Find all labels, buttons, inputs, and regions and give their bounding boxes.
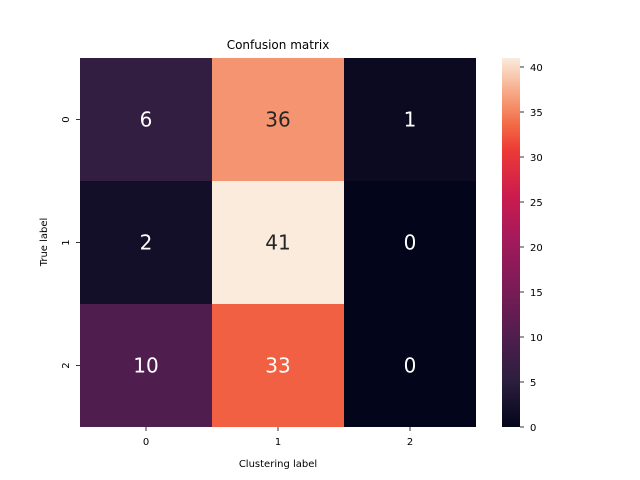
heatmap-cell — [344, 304, 476, 427]
colorbar-tick-label: 20 — [530, 243, 543, 254]
colorbar-tick-label: 15 — [530, 288, 543, 299]
heatmap-cell — [80, 181, 212, 304]
y-axis-ticks: 0 1 2 — [61, 116, 80, 369]
x-tick-label: 2 — [407, 437, 413, 448]
heatmap-cell — [212, 181, 344, 304]
heatmap-cells — [80, 58, 476, 427]
heatmap-cell — [80, 304, 212, 427]
x-tick-label: 0 — [143, 437, 149, 448]
colorbar-tick-label: 30 — [530, 153, 543, 164]
cell-value-label: 10 — [133, 354, 158, 378]
cell-value-label: 1 — [404, 108, 417, 132]
cell-value-label: 36 — [265, 108, 290, 132]
cell-value-label: 41 — [265, 231, 290, 255]
heatmap-cell — [344, 58, 476, 181]
y-tick-label: 1 — [61, 239, 72, 245]
colorbar-tick-label: 0 — [530, 423, 536, 434]
cell-value-label: 2 — [140, 231, 153, 255]
heatmap-cell — [212, 58, 344, 181]
colorbar-ticks: 0 5 10 15 20 25 30 35 40 — [520, 63, 543, 434]
cell-value-label: 0 — [404, 231, 417, 255]
heatmap-cell — [80, 58, 212, 181]
y-axis-label: True label — [39, 218, 50, 268]
x-axis-ticks: 0 1 2 — [143, 427, 413, 448]
colorbar-tick-label: 25 — [530, 198, 543, 209]
cell-value-label: 6 — [140, 108, 153, 132]
heatmap-cell — [212, 304, 344, 427]
colorbar-tick-label: 5 — [530, 378, 536, 389]
cell-value-label: 33 — [265, 354, 290, 378]
cell-value-label: 0 — [404, 354, 417, 378]
chart-title: Confusion matrix — [227, 38, 330, 52]
y-tick-label: 2 — [61, 362, 72, 368]
colorbar-tick-label: 40 — [530, 63, 543, 74]
heatmap-cell — [344, 181, 476, 304]
colorbar-tick-label: 35 — [530, 108, 543, 119]
colorbar-tick-label: 10 — [530, 333, 543, 344]
heatmap-cell-labels: 6 36 1 2 41 0 10 33 0 — [133, 108, 416, 378]
x-axis-label: Clustering label — [239, 459, 317, 470]
y-tick-label: 0 — [61, 116, 72, 122]
x-tick-label: 1 — [275, 437, 281, 448]
colorbar — [502, 58, 520, 427]
